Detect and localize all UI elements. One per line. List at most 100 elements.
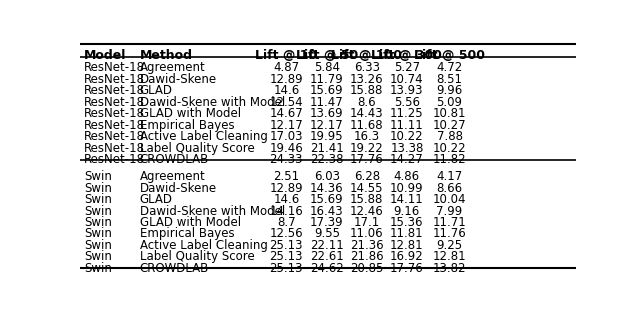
Text: Swin: Swin bbox=[84, 239, 112, 252]
Text: Lift @ 300: Lift @ 300 bbox=[371, 49, 442, 62]
Text: 15.88: 15.88 bbox=[350, 84, 383, 97]
Text: GLAD with Model: GLAD with Model bbox=[140, 107, 241, 120]
Text: 20.85: 20.85 bbox=[350, 262, 383, 275]
Text: 15.36: 15.36 bbox=[390, 216, 424, 229]
Text: ResNet-18: ResNet-18 bbox=[84, 107, 145, 120]
Text: 9.96: 9.96 bbox=[436, 84, 463, 97]
Text: 10.22: 10.22 bbox=[390, 130, 424, 143]
Text: Swin: Swin bbox=[84, 227, 112, 240]
Text: 21.36: 21.36 bbox=[350, 239, 383, 252]
Text: GLAD with Model: GLAD with Model bbox=[140, 216, 241, 229]
Text: ResNet-18: ResNet-18 bbox=[84, 73, 145, 86]
Text: Agreement: Agreement bbox=[140, 61, 205, 74]
Text: 22.38: 22.38 bbox=[310, 153, 344, 166]
Text: Swin: Swin bbox=[84, 181, 112, 195]
Text: 22.61: 22.61 bbox=[310, 250, 344, 263]
Text: 12.17: 12.17 bbox=[269, 119, 303, 132]
Text: 14.6: 14.6 bbox=[273, 84, 300, 97]
Text: Agreement: Agreement bbox=[140, 170, 205, 183]
Text: Active Label Cleaning: Active Label Cleaning bbox=[140, 130, 268, 143]
Text: Lift @ 100: Lift @ 100 bbox=[331, 49, 402, 62]
Text: Empirical Bayes: Empirical Bayes bbox=[140, 227, 234, 240]
Text: 6.03: 6.03 bbox=[314, 170, 340, 183]
Text: ResNet-18: ResNet-18 bbox=[84, 96, 145, 109]
Text: 12.89: 12.89 bbox=[269, 181, 303, 195]
Text: 25.13: 25.13 bbox=[269, 250, 303, 263]
Text: 14.6: 14.6 bbox=[273, 193, 300, 206]
Text: 5.09: 5.09 bbox=[436, 96, 463, 109]
Text: 13.69: 13.69 bbox=[310, 107, 344, 120]
Text: 17.76: 17.76 bbox=[350, 153, 383, 166]
Text: 19.95: 19.95 bbox=[310, 130, 344, 143]
Text: 13.38: 13.38 bbox=[390, 142, 424, 155]
Text: Swin: Swin bbox=[84, 216, 112, 229]
Text: Swin: Swin bbox=[84, 204, 112, 217]
Text: ResNet-18: ResNet-18 bbox=[84, 119, 145, 132]
Text: 21.41: 21.41 bbox=[310, 142, 344, 155]
Text: ResNet-18: ResNet-18 bbox=[84, 61, 145, 74]
Text: 11.82: 11.82 bbox=[433, 153, 467, 166]
Text: 4.87: 4.87 bbox=[273, 61, 300, 74]
Text: 12.56: 12.56 bbox=[269, 227, 303, 240]
Text: 14.11: 14.11 bbox=[390, 193, 424, 206]
Text: 6.33: 6.33 bbox=[354, 61, 380, 74]
Text: 8.6: 8.6 bbox=[357, 96, 376, 109]
Text: 14.27: 14.27 bbox=[390, 153, 424, 166]
Text: 15.88: 15.88 bbox=[350, 193, 383, 206]
Text: 7.99: 7.99 bbox=[436, 204, 463, 217]
Text: Lift @ 500: Lift @ 500 bbox=[414, 49, 485, 62]
Text: 10.81: 10.81 bbox=[433, 107, 467, 120]
Text: 5.84: 5.84 bbox=[314, 61, 340, 74]
Text: 17.39: 17.39 bbox=[310, 216, 344, 229]
Text: 8.51: 8.51 bbox=[436, 73, 463, 86]
Text: 4.86: 4.86 bbox=[394, 170, 420, 183]
Text: CROWDLAB: CROWDLAB bbox=[140, 262, 209, 275]
Text: 19.22: 19.22 bbox=[350, 142, 383, 155]
Text: 16.43: 16.43 bbox=[310, 204, 344, 217]
Text: 12.54: 12.54 bbox=[269, 96, 303, 109]
Text: Model: Model bbox=[84, 49, 126, 62]
Text: 12.46: 12.46 bbox=[350, 204, 383, 217]
Text: 11.11: 11.11 bbox=[390, 119, 424, 132]
Text: 16.92: 16.92 bbox=[390, 250, 424, 263]
Text: 24.62: 24.62 bbox=[310, 262, 344, 275]
Text: 2.51: 2.51 bbox=[273, 170, 300, 183]
Text: 10.04: 10.04 bbox=[433, 193, 467, 206]
Text: Dawid-Skene with Model: Dawid-Skene with Model bbox=[140, 204, 285, 217]
Text: 14.43: 14.43 bbox=[350, 107, 383, 120]
Text: 17.03: 17.03 bbox=[269, 130, 303, 143]
Text: 8.7: 8.7 bbox=[277, 216, 296, 229]
Text: 9.25: 9.25 bbox=[436, 239, 463, 252]
Text: 10.99: 10.99 bbox=[390, 181, 424, 195]
Text: 6.28: 6.28 bbox=[354, 170, 380, 183]
Text: Label Quality Score: Label Quality Score bbox=[140, 250, 254, 263]
Text: 12.81: 12.81 bbox=[433, 250, 467, 263]
Text: 11.71: 11.71 bbox=[433, 216, 467, 229]
Text: Lift @ 10: Lift @ 10 bbox=[255, 49, 317, 62]
Text: 15.69: 15.69 bbox=[310, 193, 344, 206]
Text: 12.89: 12.89 bbox=[269, 73, 303, 86]
Text: 11.68: 11.68 bbox=[350, 119, 383, 132]
Text: ResNet-18: ResNet-18 bbox=[84, 153, 145, 166]
Text: 22.11: 22.11 bbox=[310, 239, 344, 252]
Text: 12.81: 12.81 bbox=[390, 239, 424, 252]
Text: Dawid-Skene: Dawid-Skene bbox=[140, 181, 217, 195]
Text: ResNet-18: ResNet-18 bbox=[84, 130, 145, 143]
Text: GLAD: GLAD bbox=[140, 84, 173, 97]
Text: 11.25: 11.25 bbox=[390, 107, 424, 120]
Text: 9.55: 9.55 bbox=[314, 227, 340, 240]
Text: 21.86: 21.86 bbox=[350, 250, 383, 263]
Text: 11.79: 11.79 bbox=[310, 73, 344, 86]
Text: 25.13: 25.13 bbox=[269, 239, 303, 252]
Text: Dawid-Skene: Dawid-Skene bbox=[140, 73, 217, 86]
Text: Method: Method bbox=[140, 49, 193, 62]
Text: 5.27: 5.27 bbox=[394, 61, 420, 74]
Text: 11.47: 11.47 bbox=[310, 96, 344, 109]
Text: 19.46: 19.46 bbox=[269, 142, 303, 155]
Text: 17.76: 17.76 bbox=[390, 262, 424, 275]
Text: CROWDLAB: CROWDLAB bbox=[140, 153, 209, 166]
Text: 7.88: 7.88 bbox=[436, 130, 463, 143]
Text: 11.76: 11.76 bbox=[433, 227, 467, 240]
Text: GLAD: GLAD bbox=[140, 193, 173, 206]
Text: 14.36: 14.36 bbox=[310, 181, 344, 195]
